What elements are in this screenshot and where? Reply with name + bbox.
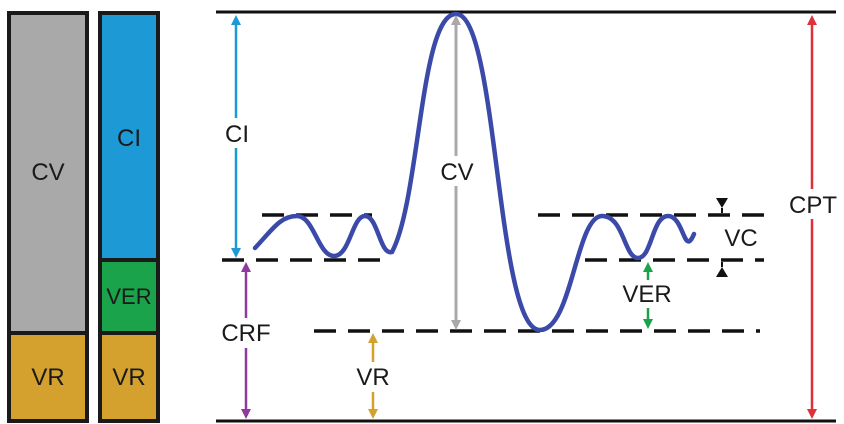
right-bar-ci-label: CI [117,125,141,152]
right-bar-ver-segment [98,258,160,335]
right-bar-ver-label: VER [106,284,151,309]
right-bar-vr-segment [98,331,160,423]
vc-indicator [716,198,728,277]
right-bar-vr-label: VR [112,364,145,391]
left-bar-vr-label: VR [31,364,64,391]
crf-label: CRF [221,320,270,347]
left-bar-cv-segment [7,11,89,335]
ci-label: CI [225,121,249,148]
ver-label: VER [622,281,671,308]
spirometry-curve [252,11,697,333]
vr-label: VR [356,364,389,391]
vc-label: VC [724,225,757,252]
cv-label: CV [440,159,473,186]
left-stacked-bar: CV VR [7,11,89,423]
right-stacked-bar: CI VER VR [98,11,160,423]
cpt-label: CPT [789,192,837,219]
left-bar-cv-label: CV [31,159,64,186]
left-bar-vr-segment [7,331,89,423]
